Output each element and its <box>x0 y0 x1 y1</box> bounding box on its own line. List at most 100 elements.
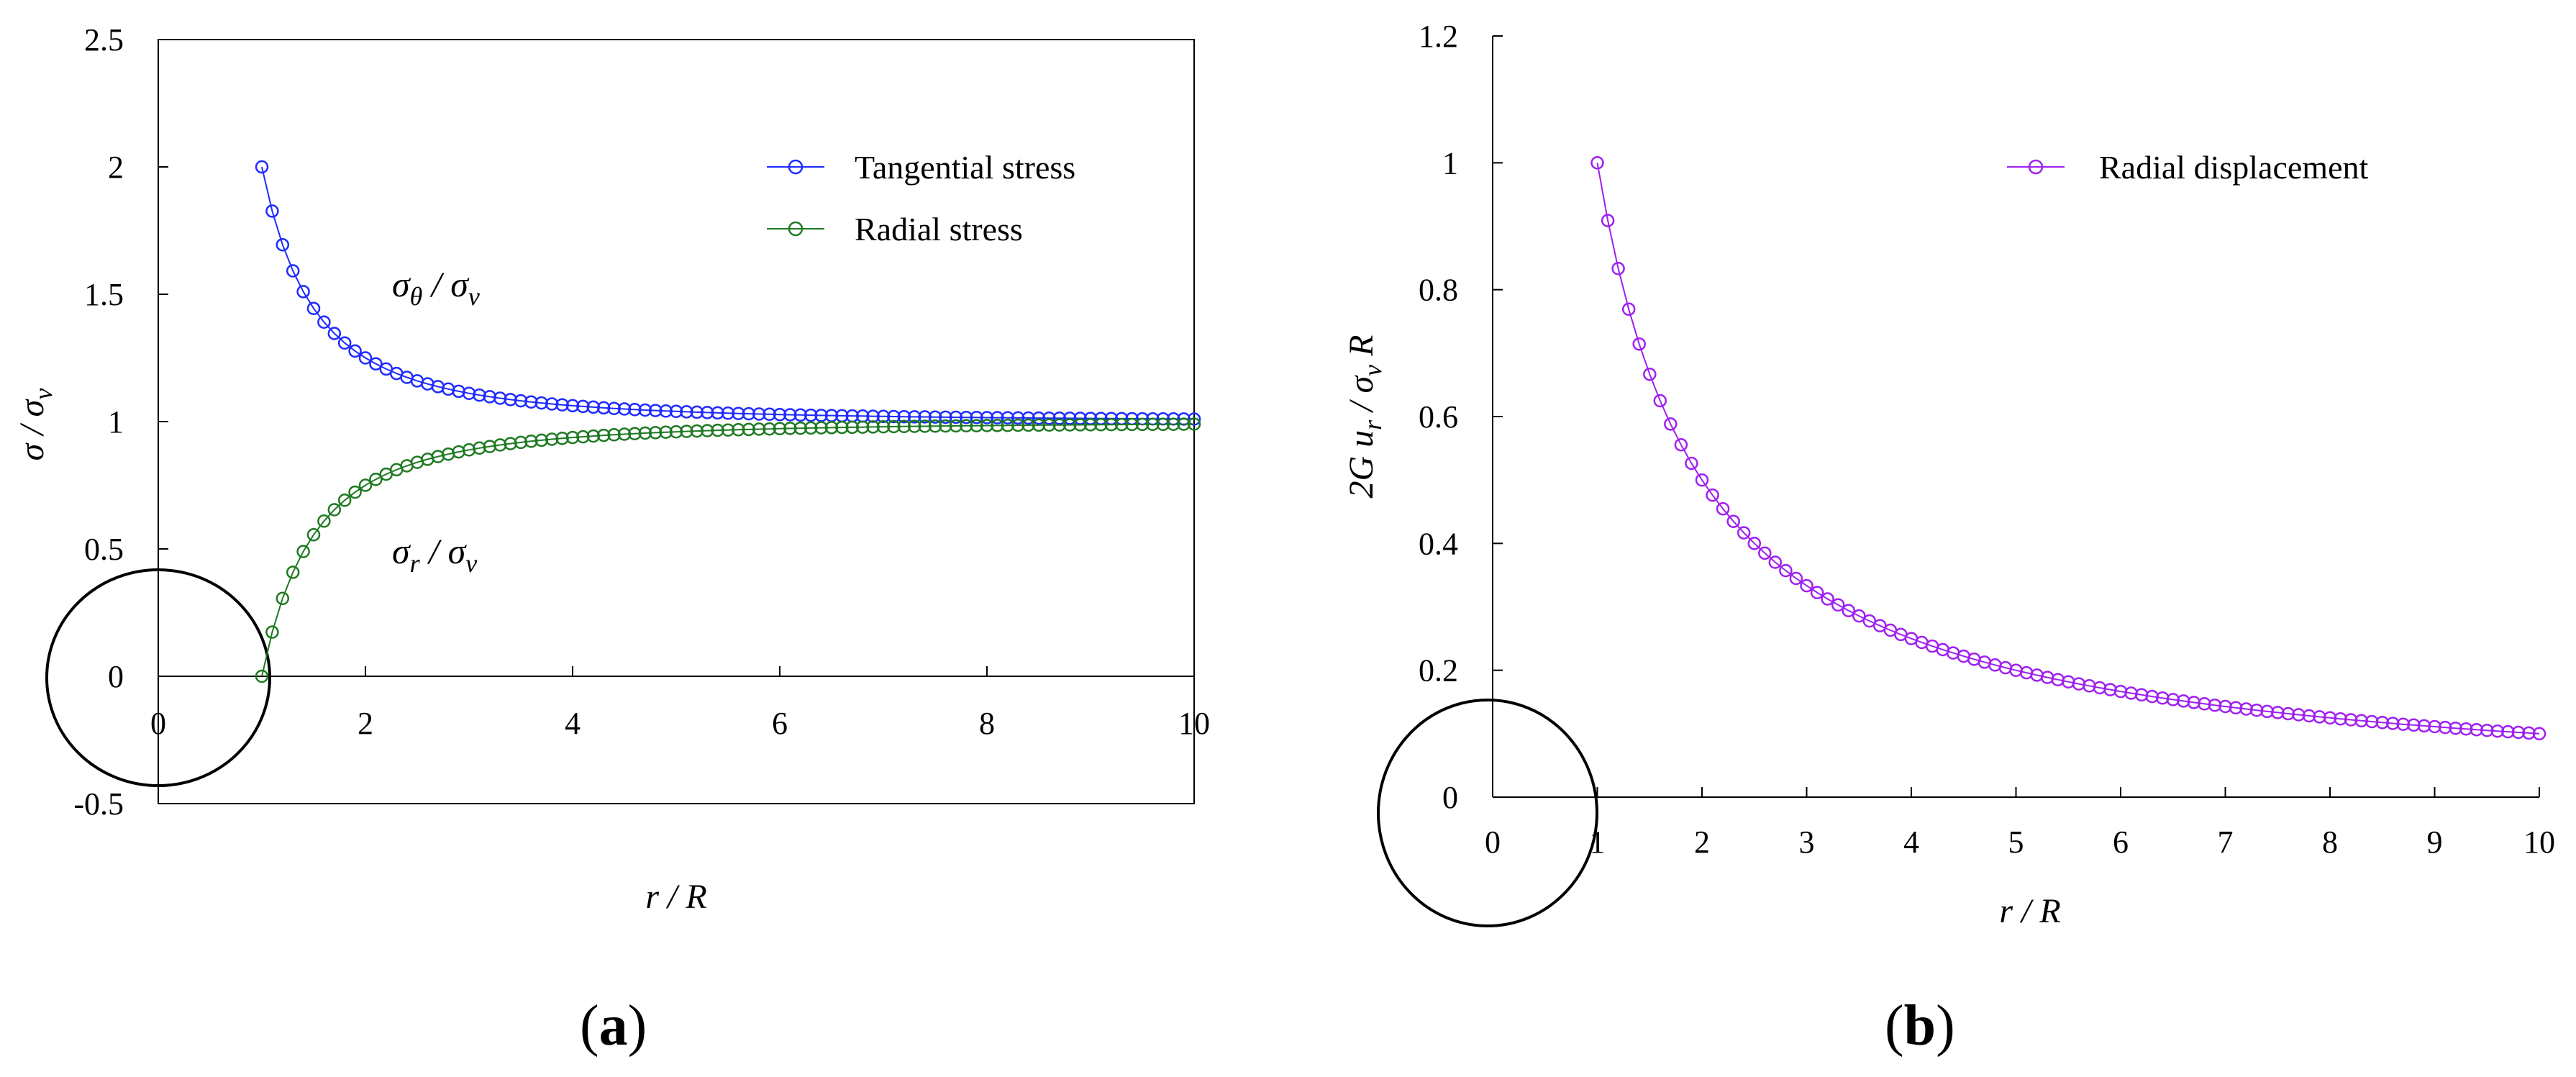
y-tick-label: 2 <box>108 150 124 185</box>
data-point <box>907 410 921 424</box>
data-point <box>970 411 983 424</box>
data-point <box>690 405 704 419</box>
x-tick-label: 4 <box>1903 824 1919 860</box>
data-point <box>742 422 756 437</box>
panel-b-y-axis-label: 2G ur / σv R <box>1342 335 1387 498</box>
y-tick-label: 2.5 <box>84 22 124 58</box>
data-point <box>980 411 994 424</box>
data-point <box>255 160 269 174</box>
x-tick-label: 8 <box>2322 824 2338 860</box>
panel-a-chart: -0.5 0 0.5 1 1.5 2 2.5 0 2 4 6 8 10 Tangential stre… <box>13 22 1210 1058</box>
panel-b-x-ticks: 0 1 2 3 4 5 6 7 8 9 10 <box>1485 787 2555 860</box>
data-point <box>1094 418 1108 432</box>
legend-label-displacement: Radial displacement <box>2099 149 2368 186</box>
panel-a-series <box>255 160 1201 683</box>
y-tick-label: 1.5 <box>84 277 124 312</box>
data-point <box>1062 412 1077 425</box>
data-point <box>1621 302 1636 317</box>
data-point <box>866 420 880 434</box>
data-point <box>742 406 756 421</box>
data-point <box>1062 418 1077 432</box>
annotation-radial: σr / σv <box>392 531 477 578</box>
data-point <box>1643 367 1657 381</box>
data-point <box>732 423 745 437</box>
panel-a-y-axis-label: σ / σv <box>13 388 58 461</box>
data-point <box>1187 417 1201 431</box>
x-tick-label: 0 <box>1485 824 1501 860</box>
data-point <box>1001 419 1015 432</box>
panel-b-chart: 0 0.2 0.4 0.6 0.8 1 1.2 0 1 2 3 4 5 6 7 8 9 10 Radial di… <box>1342 19 2555 1058</box>
x-tick-label: 10 <box>2523 824 2555 860</box>
data-point <box>700 406 714 419</box>
data-point <box>276 237 290 252</box>
data-point <box>576 430 590 444</box>
series-line <box>261 423 1195 677</box>
data-point <box>763 422 776 436</box>
legend-item-tangential: Tangential stress <box>767 149 1075 186</box>
data-point <box>1114 417 1129 432</box>
data-point <box>2522 726 2536 740</box>
data-point <box>265 204 279 218</box>
data-point <box>1821 592 1834 606</box>
data-point <box>514 394 528 408</box>
panel-b-label: (b) <box>1885 994 1955 1058</box>
data-point <box>1758 546 1772 560</box>
data-point <box>348 344 362 358</box>
data-point <box>991 411 1004 424</box>
legend-label-radial: Radial stress <box>855 211 1023 247</box>
data-point <box>628 427 642 440</box>
data-point <box>783 408 797 422</box>
data-point <box>2334 712 2347 726</box>
data-point <box>276 591 290 606</box>
data-point <box>1032 418 1046 432</box>
data-point <box>534 396 549 410</box>
data-point <box>596 428 611 442</box>
data-point <box>327 503 342 517</box>
data-point <box>286 565 300 579</box>
panel-b-x-axis-label: r / R <box>1999 892 2060 930</box>
data-point <box>1135 417 1150 432</box>
panel-b-y-ticks: 0 0.2 0.4 0.6 0.8 1 1.2 <box>1419 19 1503 815</box>
data-point <box>1674 437 1688 452</box>
data-point <box>337 494 352 507</box>
data-point <box>2417 719 2431 733</box>
data-point <box>2323 711 2337 725</box>
data-point <box>504 393 517 406</box>
y-tick-label: 1.2 <box>1419 19 1458 54</box>
data-point <box>2344 713 2358 727</box>
panel-a-y-ticks: -0.5 0 0.5 1 1.5 2 2.5 <box>73 22 168 822</box>
data-point <box>1685 456 1698 471</box>
data-point <box>1166 417 1180 431</box>
data-point <box>897 409 911 424</box>
data-point <box>752 422 766 436</box>
y-tick-label: -0.5 <box>73 786 124 822</box>
panel-a-x-ticks: 0 2 4 6 8 10 <box>150 666 1210 741</box>
data-point <box>369 473 383 486</box>
x-tick-label: 6 <box>2113 824 2129 860</box>
data-point <box>586 400 601 414</box>
data-point <box>721 406 735 420</box>
data-point <box>327 327 342 340</box>
legend-label-tangential: Tangential stress <box>855 149 1075 186</box>
data-point <box>306 301 321 315</box>
x-tick-label: 4 <box>565 706 581 741</box>
data-point <box>358 478 373 492</box>
legend-marker-displacement <box>2028 159 2044 175</box>
data-point <box>1716 501 1730 516</box>
data-point <box>317 514 331 528</box>
series-radial-stress <box>255 417 1201 683</box>
y-tick-label: 1 <box>1442 145 1458 181</box>
data-point <box>659 425 673 439</box>
series-line <box>1596 163 2540 735</box>
data-point <box>2407 718 2421 732</box>
x-tick-label: 7 <box>2218 824 2234 860</box>
panel-a-label: (a) <box>580 994 647 1058</box>
series-tangential-stress <box>255 160 1201 426</box>
data-point <box>824 421 839 435</box>
data-point <box>1726 514 1740 528</box>
data-point <box>928 419 942 433</box>
data-point <box>296 545 310 558</box>
data-point <box>1852 609 1866 623</box>
data-point <box>804 408 818 422</box>
